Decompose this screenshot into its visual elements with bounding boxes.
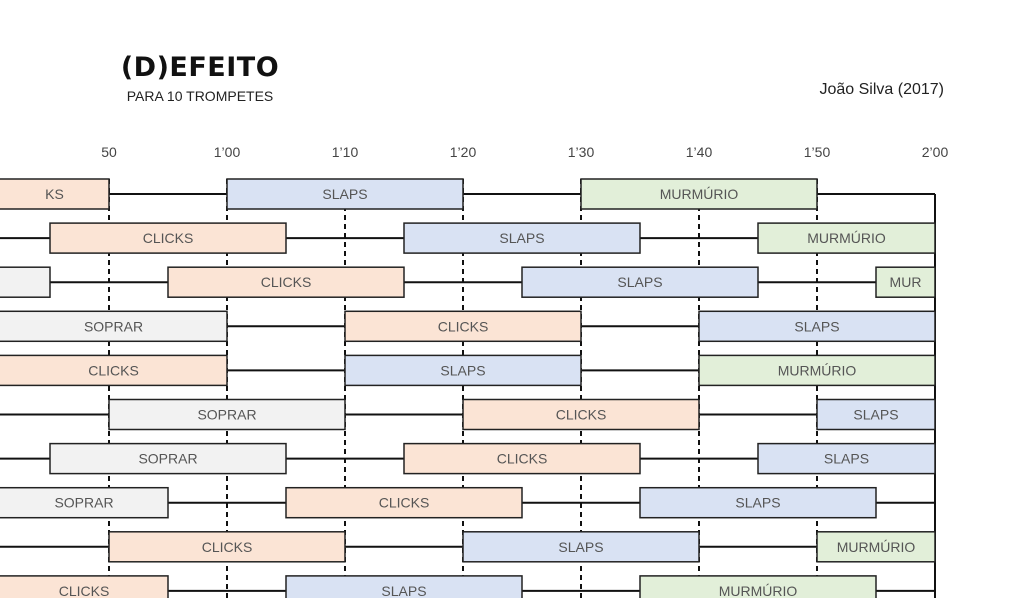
technique-block-clicks: [108, 531, 346, 563]
technique-block-clicks: [0, 575, 169, 598]
time-tick-label: 1’50: [804, 144, 831, 160]
time-tick-label: 50: [101, 144, 117, 160]
technique-label: SLAPS: [381, 583, 426, 598]
technique-block-murmurio: [698, 354, 936, 387]
technique-label: SOPRAR: [138, 451, 197, 467]
time-tick-label: 1’20: [450, 144, 477, 160]
time-tick-label: 1’10: [332, 144, 359, 160]
technique-block-slaps: [816, 398, 936, 431]
time-tick-label: 1’00: [214, 144, 241, 160]
technique-block-soprar: [0, 266, 51, 298]
technique-block-slaps: [344, 354, 582, 387]
technique-label: MURMÚRIO: [719, 583, 798, 598]
technique-block-clicks: [0, 354, 228, 387]
time-tick-label: 1’30: [568, 144, 595, 160]
technique-label: MURMÚRIO: [807, 230, 886, 246]
time-tick-label: 1’40: [686, 144, 713, 160]
technique-label: SLAPS: [558, 539, 603, 555]
technique-label: SOPRAR: [197, 407, 256, 423]
technique-block-clicks: [49, 222, 287, 254]
technique-label: KS: [45, 186, 64, 202]
technique-label: CLICKS: [556, 407, 607, 423]
technique-label: MURMÚRIO: [778, 362, 857, 378]
technique-label: CLICKS: [88, 362, 139, 378]
technique-block-clicks: [403, 442, 641, 475]
technique-block-murmurio: [875, 266, 936, 298]
technique-label: CLICKS: [59, 583, 110, 598]
technique-block-soprar: [0, 486, 169, 519]
technique-block-clicks: [285, 486, 523, 519]
technique-label: SLAPS: [440, 362, 485, 378]
time-tick-label: 2’00: [922, 144, 949, 160]
technique-label: SLAPS: [322, 186, 367, 202]
technique-block-murmurio: [580, 178, 818, 210]
technique-block-slaps: [285, 575, 523, 598]
technique-label: SLAPS: [824, 451, 869, 467]
score-title: (D)EFEITO: [120, 52, 280, 83]
technique-label: MUR: [890, 274, 922, 290]
technique-block-clicks: [167, 266, 405, 298]
technique-block-slaps: [639, 486, 877, 519]
technique-label: CLICKS: [379, 495, 430, 511]
technique-label: CLICKS: [143, 230, 194, 246]
technique-label: CLICKS: [497, 451, 548, 467]
technique-block-murmurio: [757, 222, 936, 254]
technique-block-slaps: [521, 266, 759, 298]
technique-label: CLICKS: [438, 318, 489, 334]
technique-label: SLAPS: [853, 407, 898, 423]
technique-block-soprar: [108, 398, 346, 431]
technique-block-soprar: [0, 310, 228, 343]
technique-block-slaps: [403, 222, 641, 254]
score-subtitle: PARA 10 TROMPETES: [126, 88, 274, 104]
technique-label: MURMÚRIO: [837, 539, 916, 555]
technique-block-soprar: [49, 442, 287, 475]
technique-block-slaps: [226, 178, 464, 210]
technique-block-murmurio: [816, 531, 936, 563]
technique-label: CLICKS: [261, 274, 312, 290]
technique-label: SLAPS: [617, 274, 662, 290]
technique-block-slaps: [698, 310, 936, 343]
technique-label: SOPRAR: [84, 318, 143, 334]
technique-label: CLICKS: [202, 539, 253, 555]
technique-block-clicks: [344, 310, 582, 343]
technique-label: SLAPS: [499, 230, 544, 246]
technique-label: SOPRAR: [54, 495, 113, 511]
technique-block-clicks: [0, 178, 110, 210]
technique-label: SLAPS: [794, 318, 839, 334]
technique-block-murmurio: [639, 575, 877, 598]
technique-block-slaps: [757, 442, 936, 475]
technique-label: MURMÚRIO: [660, 186, 739, 202]
technique-block-slaps: [462, 531, 700, 563]
technique-label: SLAPS: [735, 495, 780, 511]
technique-block-clicks: [462, 398, 700, 431]
composer-credit: João Silva (2017): [819, 81, 944, 98]
